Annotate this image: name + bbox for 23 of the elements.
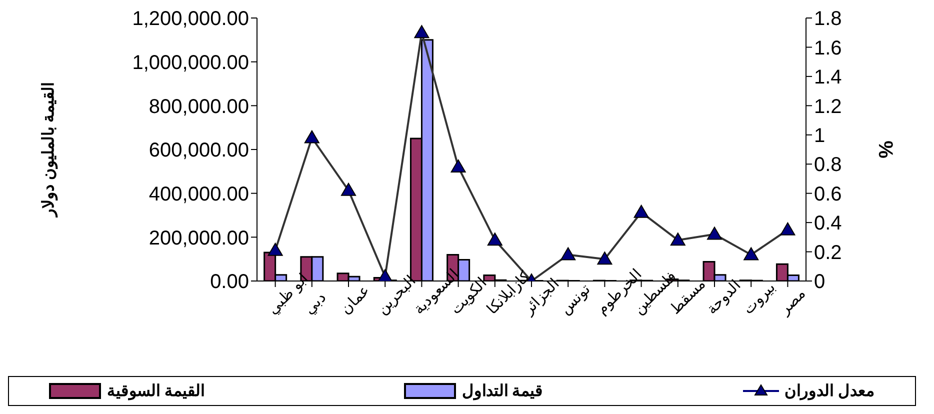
y2-axis-title: % bbox=[874, 140, 896, 159]
y-tick-label: 600,000.00 bbox=[148, 140, 249, 162]
y-tick-label: 400,000.00 bbox=[148, 183, 249, 206]
legend-label: معدل الدوران bbox=[784, 382, 875, 401]
y2-tick-label: 1 bbox=[814, 124, 826, 147]
y2-tick-label: 0.2 bbox=[814, 242, 842, 264]
y2-tick-label: 1.2 bbox=[814, 96, 842, 118]
y2-tick-label: 1.8 bbox=[814, 8, 842, 30]
y-axis-title: القيمة بالمليون دولار bbox=[40, 82, 59, 218]
y2-tick-label: 0.6 bbox=[814, 183, 842, 206]
y-tick-label: 200,000.00 bbox=[148, 227, 249, 250]
y-tick-label: 1,000,000.00 bbox=[132, 52, 249, 74]
x-tick-label: عمان bbox=[337, 282, 374, 318]
y2-tick-label: 1.6 bbox=[814, 37, 842, 60]
y-tick-label: 1,200,000.00 bbox=[132, 8, 249, 30]
y-tick-label: 0.00 bbox=[210, 271, 249, 294]
y2-tick-label: 1.4 bbox=[814, 66, 842, 89]
y-tick-label: 800,000.00 bbox=[148, 96, 249, 118]
y2-tick-label: 0.4 bbox=[814, 212, 842, 235]
legend-label: القيمة السوقية bbox=[107, 382, 204, 401]
y2-tick-label: 0.8 bbox=[814, 154, 842, 176]
y2-tick-label: 0 bbox=[814, 271, 826, 294]
legend-label: قيمة التداول bbox=[462, 382, 544, 401]
